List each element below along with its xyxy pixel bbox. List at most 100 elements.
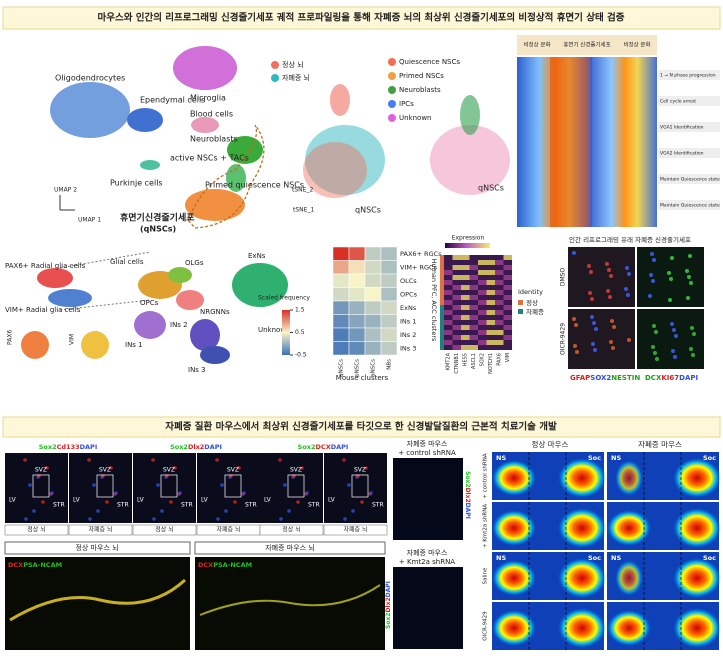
micrograph	[568, 247, 635, 307]
cell	[627, 272, 631, 276]
annotation: Maintain Quiescence state	[660, 203, 720, 209]
expression-cell	[452, 315, 461, 320]
expression-cell	[469, 315, 478, 320]
cell	[648, 294, 652, 298]
gene-label: VIM	[505, 353, 511, 362]
expression-cell	[486, 260, 495, 265]
cell	[594, 327, 598, 331]
micrograph	[260, 453, 323, 523]
expression-cell	[461, 255, 470, 260]
matrix-cell	[364, 287, 382, 302]
expression-cell	[461, 265, 470, 270]
cell	[572, 317, 576, 321]
marker: Dlx2	[188, 443, 204, 451]
gene-label: SOX2	[480, 353, 486, 366]
heat	[492, 560, 536, 596]
cell	[573, 344, 577, 348]
cell	[24, 517, 28, 521]
expression-cell	[503, 255, 512, 260]
cluster-label: Primed quiescence NSCs	[205, 181, 304, 190]
annotation-box	[658, 70, 720, 80]
cell	[673, 355, 677, 359]
cluster-label: Purkinje cells	[110, 179, 163, 188]
gene-label: ASCL1	[471, 353, 477, 369]
marker: PSA-NCAM	[213, 561, 252, 569]
group-box	[4, 541, 191, 555]
matrix-cell	[380, 314, 398, 329]
region-label: SVZ	[227, 467, 239, 474]
cell	[650, 252, 654, 256]
marker: DAPI	[679, 374, 698, 382]
cell	[87, 458, 91, 462]
cell	[28, 483, 32, 487]
micrograph	[5, 557, 190, 650]
matrix-cell	[364, 341, 382, 356]
expression-cell	[503, 275, 512, 280]
legend-label: IPCs	[399, 100, 414, 108]
marker: DAPI	[465, 503, 472, 519]
colorbar-tick-label: -0.5	[295, 352, 307, 359]
human-umap	[21, 251, 288, 364]
column-label: 비정상 분화	[523, 41, 550, 49]
region-label: STR	[117, 502, 129, 509]
cell	[592, 321, 596, 325]
region-label: SVZ	[163, 467, 175, 474]
marker: Sox2	[170, 443, 188, 451]
heat	[615, 460, 643, 496]
cell	[674, 334, 678, 338]
legend-label: Primed NSCs	[399, 72, 444, 80]
expression-cell	[461, 295, 470, 300]
expression-cell	[461, 325, 470, 330]
expression-cell	[478, 340, 487, 345]
column-label: 휴면기 신경줄기세포	[563, 41, 610, 49]
cluster-label: OLGs	[185, 259, 204, 267]
cell	[588, 291, 592, 295]
expression-cell	[495, 310, 504, 315]
condition-label: OICR-9429	[560, 323, 567, 355]
region-label: STR	[53, 502, 65, 509]
expression-cell	[452, 285, 461, 290]
heat	[558, 608, 606, 648]
marker-caption: Sox2Dlx2DAPI	[170, 443, 222, 451]
cell	[692, 332, 696, 336]
expression-cell	[478, 330, 487, 335]
shrna-label: + control shRNA	[398, 449, 456, 457]
annotation-box	[658, 148, 720, 158]
marker: DAPI	[204, 443, 222, 451]
cell	[575, 350, 579, 354]
region-label: LV	[201, 497, 209, 504]
expression-cell	[469, 275, 478, 280]
expression-cell	[495, 270, 504, 275]
cell	[32, 509, 36, 513]
region-label: LV	[73, 497, 81, 504]
cell	[688, 254, 692, 258]
expression-cell	[461, 275, 470, 280]
cell	[689, 281, 693, 285]
group-label: 정상 뇌	[155, 526, 173, 534]
expression-cell	[444, 280, 453, 285]
legend-label: Unknown	[399, 114, 432, 122]
cell	[670, 322, 674, 326]
marker-caption: GFAPSOX2NESTIN	[570, 374, 640, 382]
colorbar-title: Scaled frequency	[258, 295, 310, 302]
cell	[691, 353, 695, 357]
row-label: ExNs	[400, 304, 417, 312]
cell	[605, 262, 609, 266]
matrix-cell	[332, 273, 350, 288]
zone-label: NS	[496, 454, 506, 462]
annotation: Cell cycle arrest	[660, 99, 696, 105]
heatmap-band	[550, 57, 590, 227]
marker: Sox2	[465, 471, 472, 488]
cell	[625, 266, 629, 270]
expression-cell	[469, 285, 478, 290]
cell	[114, 491, 118, 495]
cell	[224, 509, 228, 513]
cell	[574, 323, 578, 327]
row-label: INs 3	[400, 344, 416, 352]
expression-cell	[461, 335, 470, 340]
marker: DCX	[198, 561, 213, 569]
legend-label: 자폐증 뇌	[282, 73, 310, 82]
cell	[278, 458, 282, 462]
marker: NESTIN	[611, 374, 640, 382]
